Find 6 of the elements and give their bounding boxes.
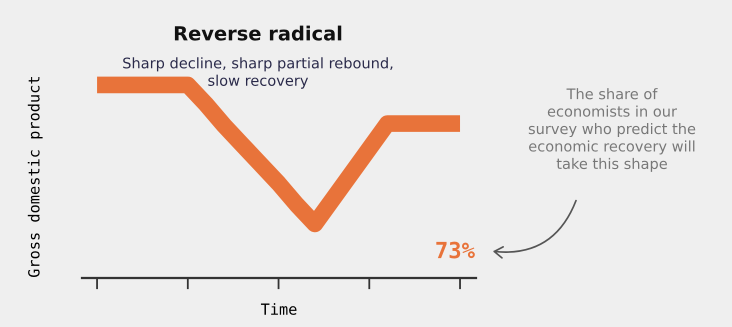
chart-title: Reverse radical: [174, 26, 342, 41]
y-axis-title: Gross domestic product: [28, 76, 43, 278]
text: The share of economists in our survey who predict the economic recovery will take this shape: [528, 88, 696, 172]
x-axis-title: Time: [260, 303, 296, 315]
annotation: 73%: [436, 242, 475, 258]
chart-subtitle: Sharp decline, sharp partial rebound, slow recovery: [123, 57, 392, 89]
